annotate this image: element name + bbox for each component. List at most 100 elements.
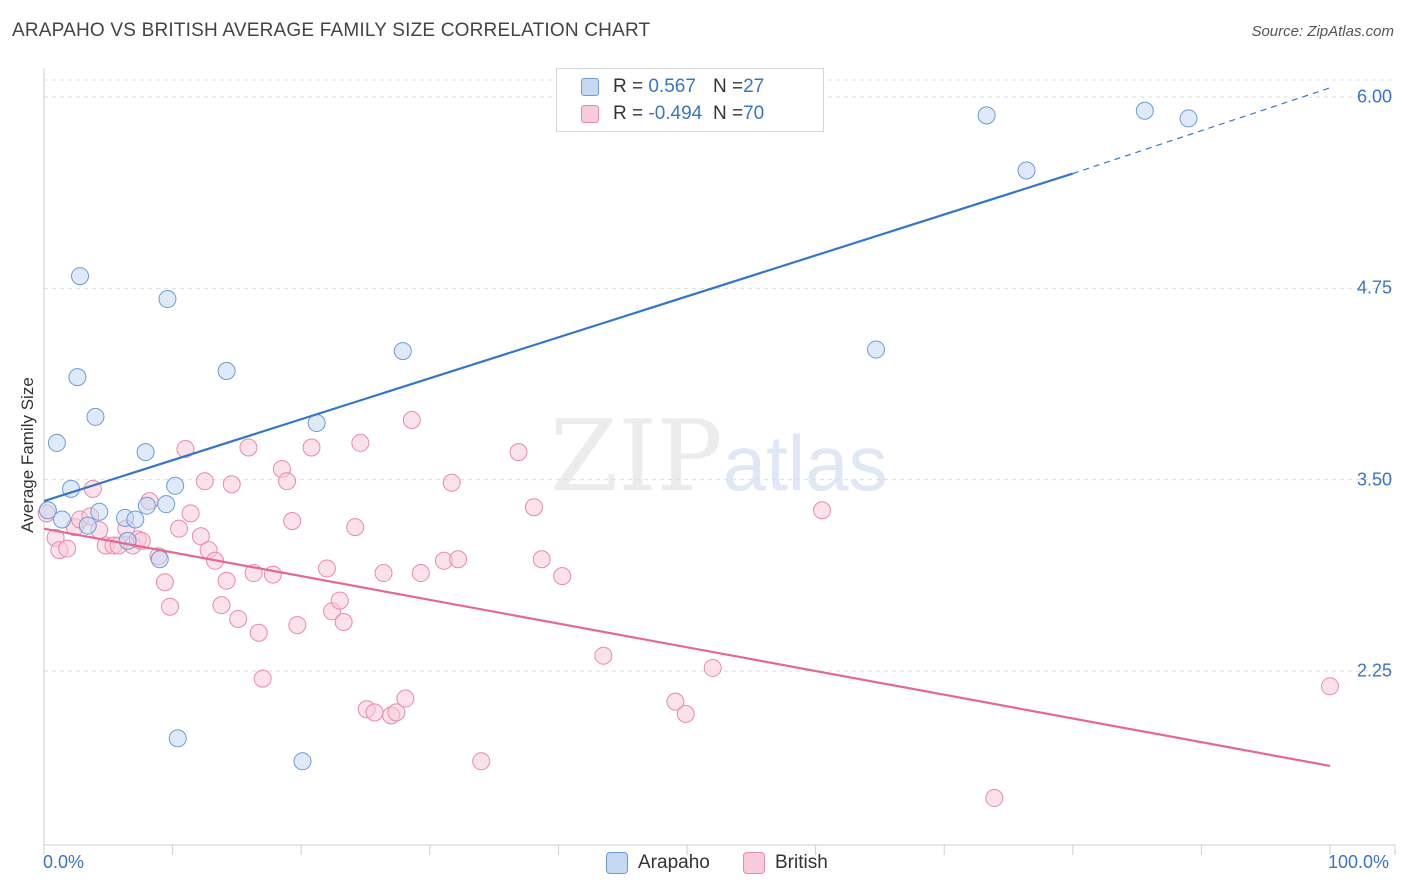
arapaho-point [867, 340, 886, 359]
british-point [346, 518, 365, 537]
british-point [263, 565, 282, 584]
legend-r-value-british: -0.494 [648, 103, 703, 124]
british-point [666, 692, 685, 711]
arapaho-point [157, 495, 176, 514]
british-point [442, 473, 461, 492]
british-point [676, 704, 695, 723]
arapaho-point [126, 510, 145, 529]
arapaho-point [86, 407, 105, 426]
british-point [195, 472, 214, 491]
arapaho-point [217, 361, 236, 380]
legend-row-british: R = -0.494 N = 70 [581, 101, 764, 127]
british-point [58, 539, 77, 558]
y-tick-label: 4.75 [1356, 277, 1392, 298]
arapaho-point [1135, 101, 1154, 120]
legend-n-label: N = [713, 103, 744, 124]
arapaho-point [118, 531, 137, 550]
british-swatch [581, 105, 599, 123]
british-point [229, 609, 248, 628]
british-point [387, 703, 406, 722]
arapaho-point [393, 342, 412, 361]
x-tick-label-min: 0.0% [43, 852, 85, 872]
arapaho-trend-line [43, 172, 1074, 503]
arapaho-point [137, 496, 156, 515]
arapaho-point [53, 510, 72, 529]
arapaho-point [1179, 109, 1198, 128]
british-legend-label: British [775, 852, 828, 873]
arapaho-point [136, 443, 155, 462]
arapaho-point [150, 550, 169, 569]
arapaho-point [166, 476, 185, 495]
legend-row-arapaho: R = 0.567 N = 27 [581, 74, 764, 100]
british-point [703, 658, 722, 677]
arapaho-legend-label: Arapaho [638, 852, 710, 873]
arapaho-point [68, 368, 87, 387]
british-point [411, 564, 430, 583]
arapaho-point [168, 729, 187, 748]
british-trend-line [43, 527, 1331, 767]
watermark-atlas: atlas [722, 419, 888, 507]
source-label: Source: ZipAtlas.com [1251, 23, 1394, 40]
british-point [330, 591, 349, 610]
british-point [191, 527, 210, 546]
british-point [553, 567, 572, 586]
watermark: ZIPatlas [550, 400, 888, 514]
british-point [278, 472, 297, 491]
british-point [176, 440, 195, 459]
british-point [170, 519, 189, 538]
correlation-legend: R = 0.567 N = 27 R = -0.494 N = 70 [556, 68, 824, 132]
arapaho-swatch [581, 78, 599, 96]
y-tick-label: 3.50 [1356, 469, 1392, 490]
british-legend-swatch [743, 852, 765, 874]
arapaho-point [158, 290, 177, 309]
arapaho-point [90, 502, 109, 521]
bottom-legend-arapaho: Arapaho [606, 852, 710, 874]
arapaho-point [1017, 161, 1036, 180]
british-point [524, 498, 543, 517]
british-point [181, 504, 200, 523]
british-point [249, 623, 268, 642]
british-point [212, 596, 231, 615]
british-point [253, 669, 272, 688]
arapaho-point [293, 752, 312, 771]
british-point [1321, 677, 1339, 696]
british-point [217, 571, 236, 590]
y-tick-label: 2.25 [1356, 660, 1392, 681]
arapaho-point [47, 433, 66, 452]
legend-r-label: R = [613, 103, 649, 124]
british-point [302, 438, 321, 457]
legend-n-value-british: 70 [743, 103, 765, 124]
british-point [222, 475, 241, 494]
british-point [813, 501, 832, 520]
x-tick-label-max: 100.0% [1328, 852, 1390, 872]
bottom-legend-british: British [743, 852, 828, 874]
british-point [317, 559, 336, 578]
legend-r-label: R = [613, 76, 649, 97]
arapaho-trend-extension [1072, 87, 1331, 175]
chart-title: ARAPAHO VS BRITISH AVERAGE FAMILY SIZE C… [12, 20, 651, 41]
british-point [365, 703, 384, 722]
watermark-zip: ZIP [550, 400, 723, 514]
arapaho-point [71, 267, 90, 286]
legend-n-value-arapaho: 27 [743, 76, 765, 97]
british-point [161, 597, 180, 616]
british-point [283, 511, 302, 530]
legend-n-label: N = [713, 76, 744, 97]
british-point [396, 689, 415, 708]
legend-r-value-arapaho: 0.567 [648, 76, 696, 97]
british-point [334, 613, 353, 632]
y-tick-label: 6.00 [1356, 86, 1392, 107]
british-point [472, 752, 491, 771]
british-point [594, 646, 613, 665]
british-point [239, 438, 258, 457]
british-point [288, 616, 307, 635]
british-point [374, 564, 393, 583]
british-point [985, 789, 1004, 808]
british-point [449, 550, 468, 569]
british-point [402, 410, 421, 429]
arapaho-legend-swatch [606, 852, 628, 874]
british-point [532, 550, 551, 569]
british-point [509, 443, 528, 462]
arapaho-point [38, 501, 57, 520]
